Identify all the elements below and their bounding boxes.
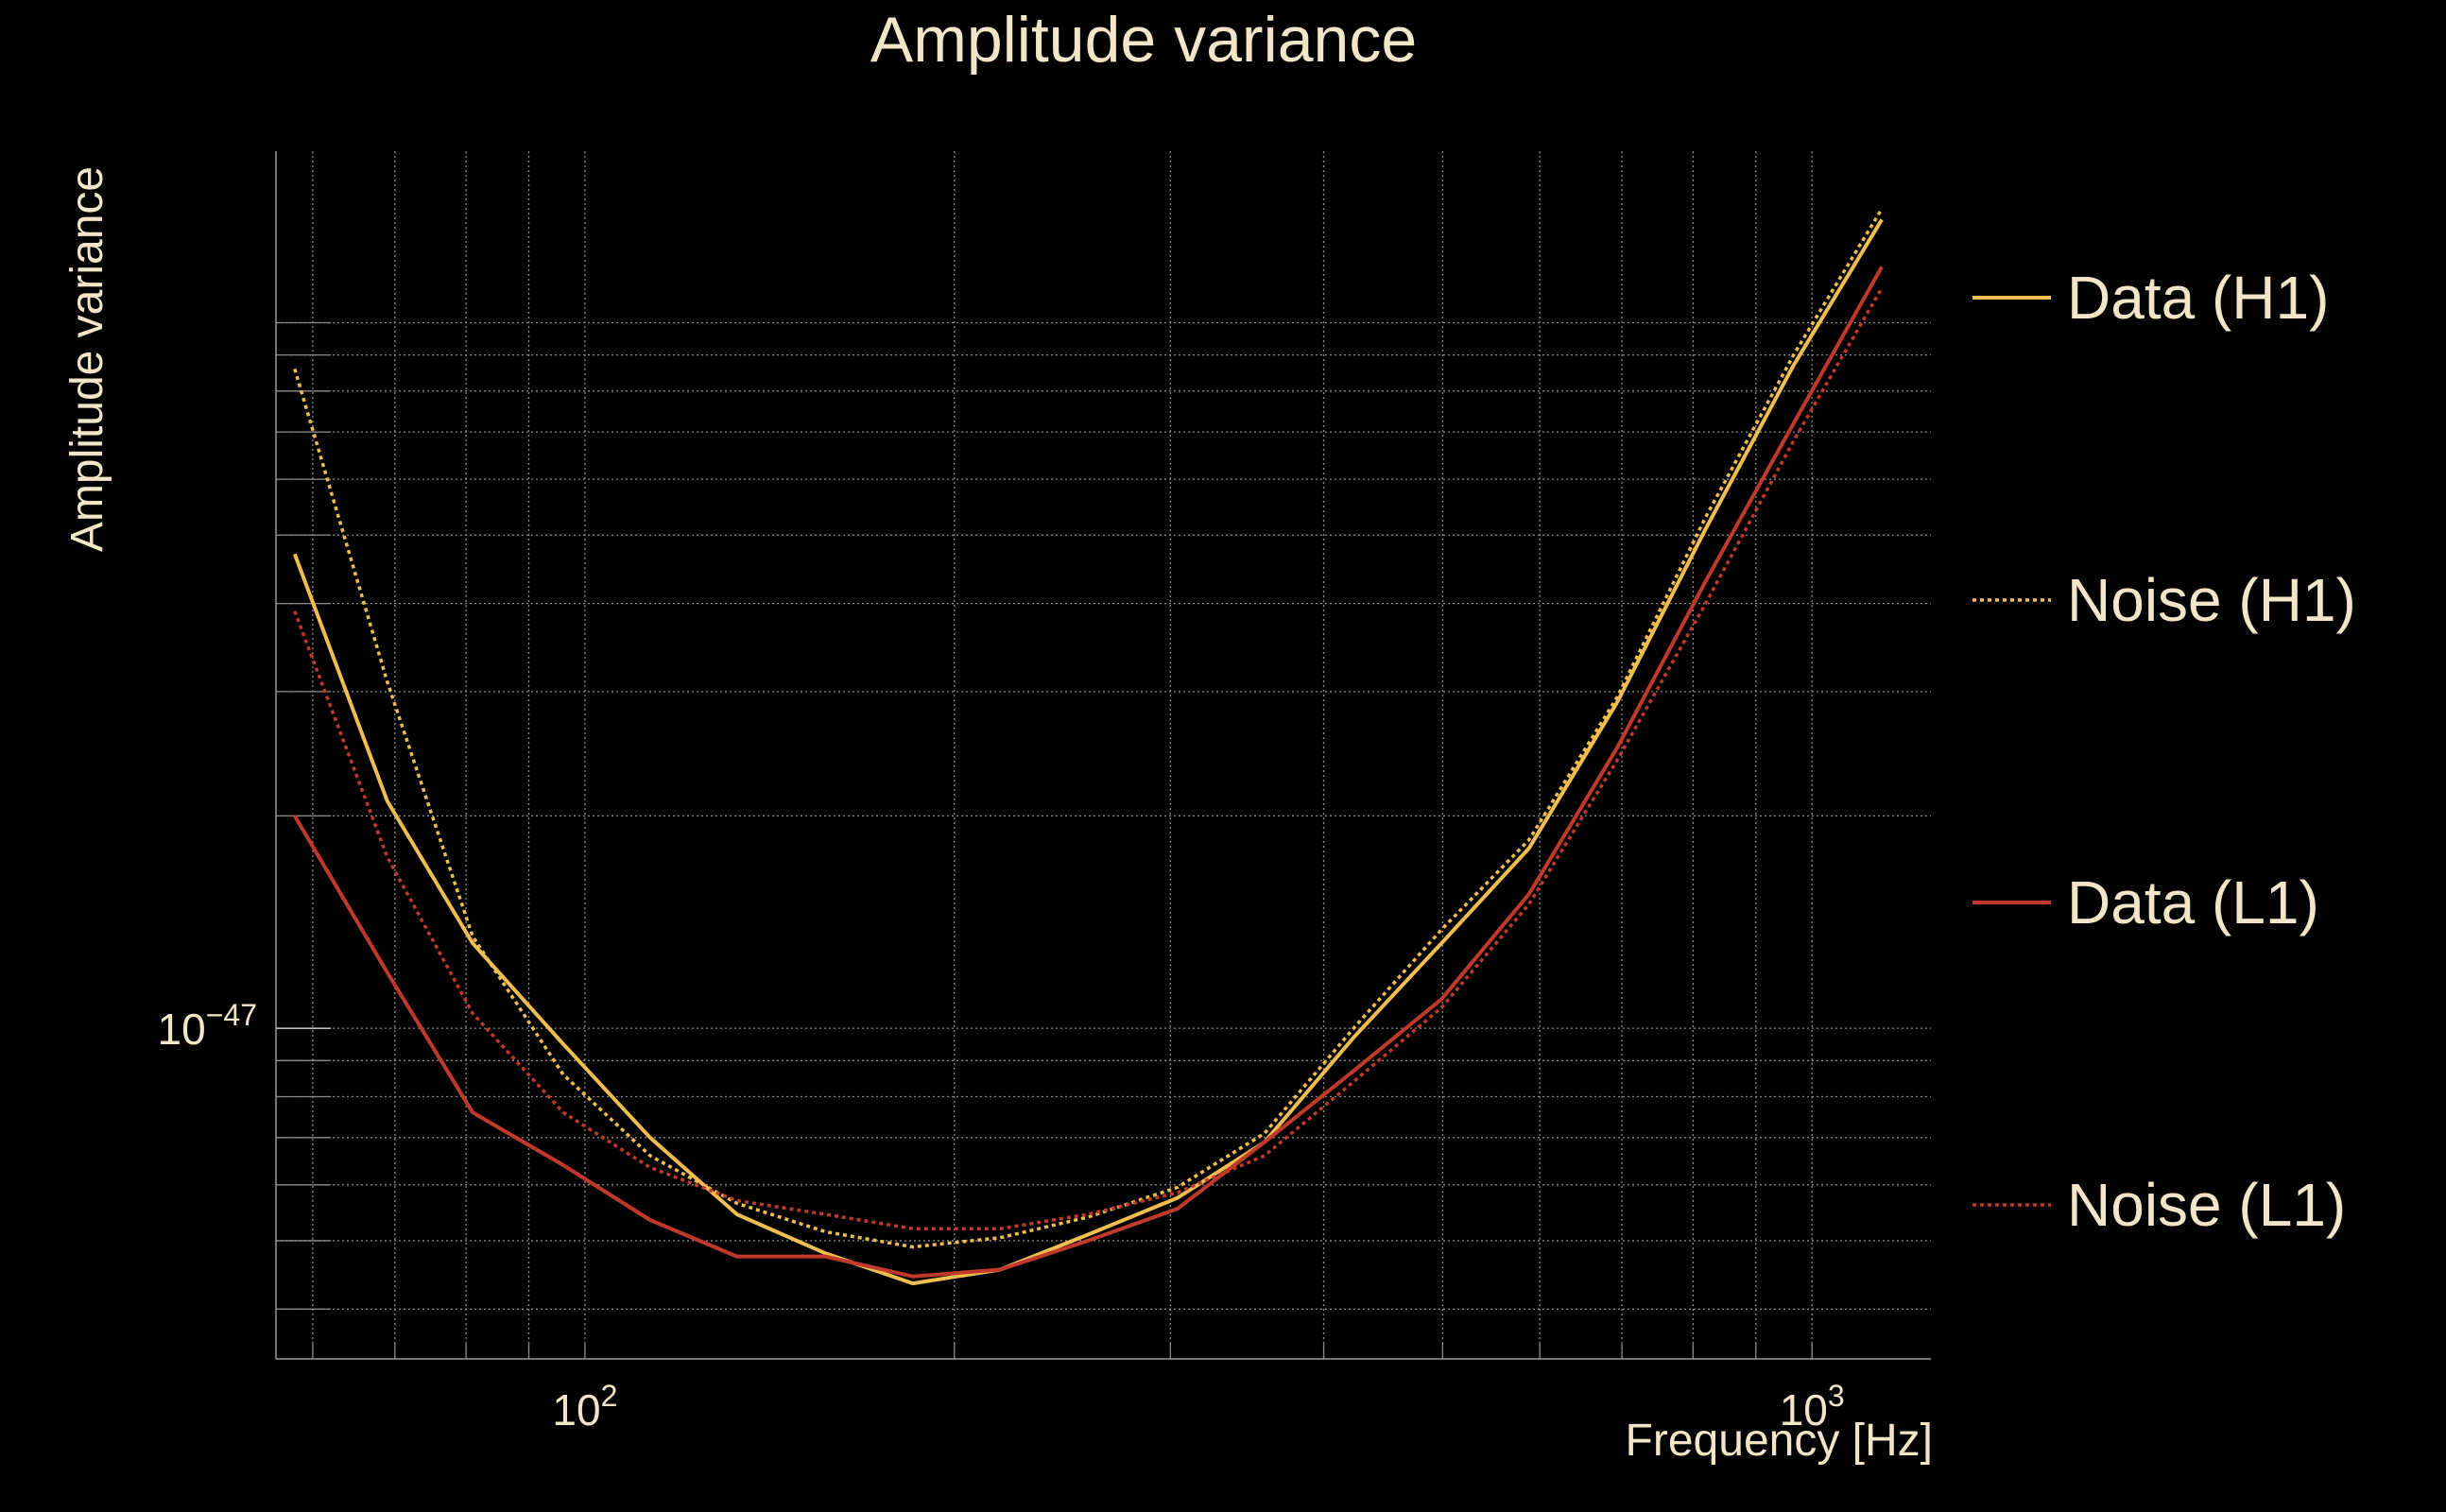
y-tick-label: 10−47 <box>158 998 257 1054</box>
axes <box>275 151 1931 1360</box>
legend-label: Data (H1) <box>2067 264 2329 332</box>
series-line-data-l1 <box>293 266 1884 1279</box>
series-line-noise-h1 <box>293 208 1884 1249</box>
legend-label: Data (L1) <box>2067 868 2319 936</box>
chart-title: Amplitude variance <box>870 4 1417 76</box>
y-axis-label: Amplitude variance <box>62 166 112 552</box>
grid-lines <box>276 151 1931 1359</box>
legend-label: Noise (H1) <box>2067 566 2356 634</box>
x-tick-label: 102 <box>552 1379 617 1435</box>
series-lines <box>292 208 1884 1286</box>
tick-labels: 102 103 10−47 <box>158 998 1845 1435</box>
series-line-data-h1 <box>292 218 1884 1286</box>
series-line-noise-l1 <box>293 286 1884 1230</box>
legend-label: Noise (L1) <box>2067 1171 2346 1239</box>
x-tick-label: 103 <box>1780 1379 1845 1435</box>
x-axis-label: Frequency [Hz] <box>1626 1416 1933 1466</box>
legend: Data (H1) Noise (H1) Data (L1) Noise (L1) <box>1972 264 2356 1239</box>
